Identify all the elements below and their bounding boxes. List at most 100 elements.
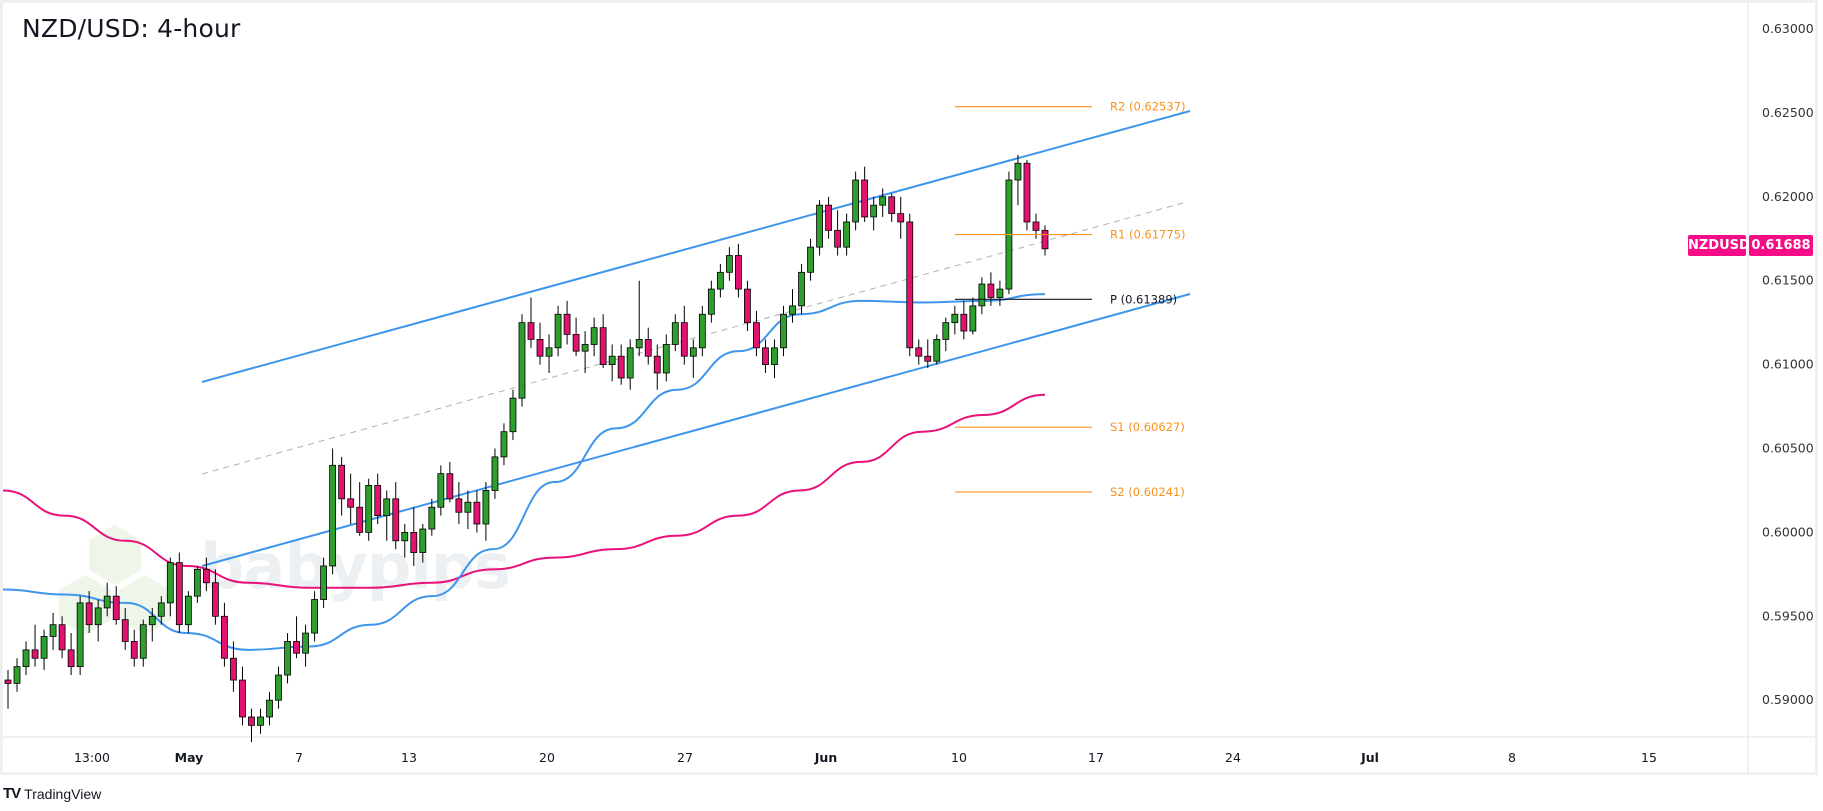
time-tick: May <box>175 750 204 765</box>
candle <box>392 498 400 542</box>
candle <box>184 595 192 626</box>
candle <box>121 619 129 642</box>
candle <box>211 582 219 617</box>
slow-moving-average-line[interactable] <box>2 393 1046 589</box>
candle <box>266 699 273 718</box>
time-tick: 7 <box>295 750 303 765</box>
candle <box>689 347 697 357</box>
time-tick: 27 <box>677 750 693 765</box>
chart-title: NZD/USD: 4-hour <box>22 14 241 43</box>
candle <box>482 490 490 525</box>
candle <box>230 657 237 681</box>
pivot-label-r1: R1 (0.61775) <box>1110 228 1186 242</box>
candle <box>933 339 941 362</box>
candle <box>735 255 742 290</box>
candle <box>924 355 932 362</box>
candle <box>518 322 526 399</box>
candle <box>698 313 706 349</box>
candle <box>4 679 12 684</box>
candle <box>1023 162 1031 223</box>
candle <box>942 322 950 340</box>
candle <box>94 607 102 626</box>
candle <box>861 179 869 218</box>
candle <box>356 506 364 533</box>
time-axis[interactable]: 13:00 May 7 13 20 27 Jun 10 17 24 Jul 8 15 <box>74 750 1657 765</box>
candle <box>951 313 959 324</box>
candle <box>85 602 93 626</box>
candle <box>599 327 607 365</box>
candle <box>987 283 995 298</box>
price-axis[interactable]: 0.63000 0.62500 0.62000 0.61500 0.61000 0.605… <box>1762 21 1814 707</box>
candle <box>590 327 598 345</box>
candle <box>221 615 228 659</box>
candle <box>888 196 896 214</box>
last-price-tag: 0.61688 <box>1749 235 1813 256</box>
candle <box>626 347 634 379</box>
candle <box>753 322 760 349</box>
candlesticks <box>4 154 1049 743</box>
candle <box>491 456 499 491</box>
fast-moving-average-line[interactable] <box>2 293 1046 651</box>
candle <box>617 355 625 379</box>
time-tick: 15 <box>1641 750 1657 765</box>
candle <box>572 333 580 352</box>
candle <box>455 498 463 513</box>
candle <box>1041 229 1049 250</box>
candle <box>157 602 165 617</box>
channel-lower-trendline[interactable] <box>201 293 1191 567</box>
candle <box>1032 221 1040 231</box>
candle <box>771 347 778 366</box>
candle <box>879 196 887 206</box>
symbol-tag: NZDUSD <box>1688 235 1750 256</box>
candle <box>545 347 553 357</box>
candle <box>554 313 562 349</box>
tradingview-label: TradingView <box>24 785 102 802</box>
time-tick: 8 <box>1508 750 1516 765</box>
candle <box>608 355 616 365</box>
price-tick: 0.60500 <box>1762 441 1814 456</box>
candle <box>49 624 57 637</box>
time-tick: 20 <box>539 750 555 765</box>
candle <box>40 636 48 659</box>
pivot-label-s1: S1 (0.60627) <box>1110 420 1185 434</box>
candle <box>302 632 309 654</box>
candle <box>383 498 391 517</box>
time-tick: 10 <box>951 750 967 765</box>
price-tick: 0.60000 <box>1762 524 1814 539</box>
candle <box>202 568 210 584</box>
candle <box>311 599 318 634</box>
candle <box>762 347 769 366</box>
candle <box>960 313 968 332</box>
candle <box>473 501 481 525</box>
candle <box>527 322 535 340</box>
pivot-levels[interactable]: R2 (0.62537) R1 (0.61775) P (0.61389) S1 (0… <box>955 100 1186 499</box>
pivot-label-p: P (0.61389) <box>1110 292 1177 306</box>
time-tick: 13:00 <box>74 750 110 765</box>
candle <box>969 305 977 332</box>
candle <box>671 322 679 345</box>
candle <box>870 204 878 218</box>
candle <box>635 339 643 349</box>
time-tick: Jul <box>1360 750 1379 765</box>
candle <box>22 649 30 668</box>
channel-upper-trendline[interactable] <box>201 110 1191 383</box>
candle <box>293 641 300 654</box>
candle <box>798 271 805 307</box>
candle <box>275 674 282 701</box>
candle <box>825 204 832 231</box>
candle <box>978 283 986 307</box>
candle <box>897 213 905 223</box>
candle <box>329 464 337 567</box>
tradingview-logo-icon: TV <box>3 785 21 802</box>
time-tick: 13 <box>401 750 417 765</box>
candle <box>707 288 715 315</box>
candle <box>175 562 183 626</box>
candle <box>807 246 814 273</box>
tradingview-logo[interactable]: TV TradingView <box>3 785 101 802</box>
candle <box>1014 162 1022 181</box>
channel-midline[interactable] <box>201 202 1184 475</box>
time-tick: 24 <box>1225 750 1241 765</box>
candle <box>112 595 120 621</box>
candle <box>76 602 84 668</box>
